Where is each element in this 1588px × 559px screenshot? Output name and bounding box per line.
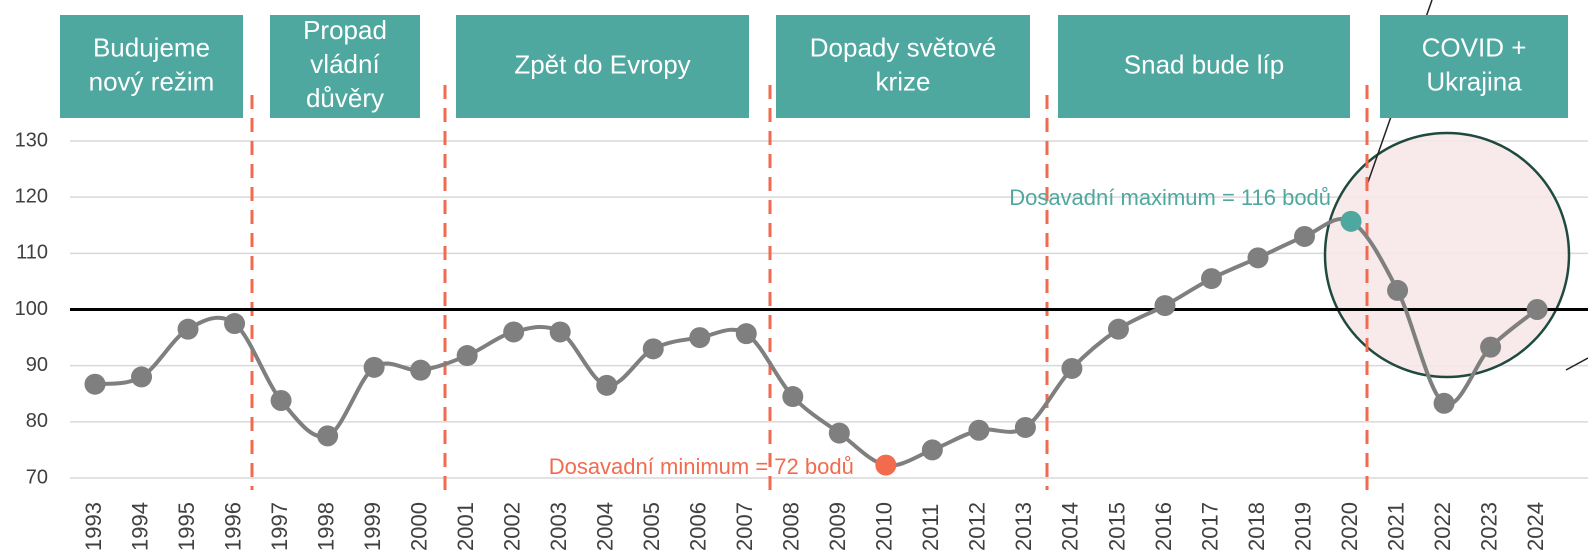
y-tick-label: 70 bbox=[26, 466, 48, 488]
period-label: krize bbox=[876, 66, 931, 96]
x-tick-label: 2020 bbox=[1337, 502, 1362, 551]
y-tick-label: 80 bbox=[26, 410, 48, 432]
period-box bbox=[1058, 15, 1350, 118]
point bbox=[642, 338, 664, 360]
x-tick-label: 2007 bbox=[732, 502, 757, 551]
x-tick-label: 2019 bbox=[1290, 502, 1315, 551]
point bbox=[1294, 225, 1316, 247]
point bbox=[1247, 247, 1269, 269]
x-tick-label: 2003 bbox=[546, 502, 571, 551]
x-tick-label: 2004 bbox=[593, 502, 618, 551]
point bbox=[1014, 416, 1036, 438]
max-annotation: Dosavadní maximum = 116 bodů bbox=[1009, 185, 1331, 210]
point bbox=[596, 374, 618, 396]
y-tick-label: 110 bbox=[16, 242, 48, 264]
x-tick-label: 1994 bbox=[127, 502, 152, 551]
point bbox=[782, 386, 804, 408]
y-tick-label: 130 bbox=[15, 129, 48, 151]
x-tick-label: 2023 bbox=[1476, 502, 1501, 551]
point bbox=[828, 422, 850, 444]
point bbox=[84, 373, 106, 395]
x-tick-label: 1995 bbox=[174, 502, 199, 551]
period-box bbox=[456, 15, 749, 118]
zoom-connector bbox=[1565, 357, 1588, 371]
x-tick-label: 2024 bbox=[1523, 502, 1548, 551]
period-label: Budujeme bbox=[93, 32, 210, 62]
point bbox=[1387, 279, 1409, 301]
point bbox=[968, 419, 990, 441]
period-label: Zpět do Evropy bbox=[514, 49, 690, 79]
period-label: Propad bbox=[303, 15, 387, 45]
x-tick-label: 1999 bbox=[360, 502, 385, 551]
point bbox=[317, 425, 339, 447]
point bbox=[363, 356, 385, 378]
x-tick-label: 2010 bbox=[872, 502, 897, 551]
point bbox=[1480, 336, 1502, 358]
period-label: Dopady světové bbox=[810, 32, 996, 62]
period-label: vládní bbox=[310, 49, 380, 79]
y-tick-label: 90 bbox=[26, 354, 48, 376]
x-tick-label: 2001 bbox=[453, 502, 478, 551]
y-tick-label: 100 bbox=[15, 298, 48, 320]
point bbox=[1200, 268, 1222, 290]
x-tick-label: 2014 bbox=[1058, 502, 1083, 551]
period-label: důvěry bbox=[306, 83, 384, 113]
period-label: Ukrajina bbox=[1426, 66, 1522, 96]
point bbox=[1433, 392, 1455, 414]
period-box bbox=[60, 15, 243, 118]
x-tick-label: 2000 bbox=[406, 502, 431, 551]
point bbox=[735, 323, 757, 345]
point bbox=[1061, 357, 1083, 379]
x-tick-label: 2012 bbox=[965, 502, 990, 551]
x-tick-label: 1993 bbox=[81, 502, 106, 551]
point bbox=[921, 439, 943, 461]
line bbox=[94, 217, 1539, 468]
x-tick-label: 2015 bbox=[1104, 502, 1129, 551]
period-dividers bbox=[250, 85, 1369, 490]
point bbox=[1526, 299, 1548, 320]
zoom-circle bbox=[1323, 131, 1571, 379]
x-tick-label: 2017 bbox=[1197, 502, 1222, 551]
point bbox=[503, 321, 525, 343]
point bbox=[1107, 318, 1129, 340]
x-tick-label: 2013 bbox=[1011, 502, 1036, 551]
point bbox=[456, 345, 478, 367]
x-tick-label: 2005 bbox=[639, 502, 664, 551]
x-tick-label: 1996 bbox=[220, 502, 245, 551]
x-tick-label: 2016 bbox=[1151, 502, 1176, 551]
point bbox=[549, 321, 571, 343]
period-label: nový režim bbox=[89, 66, 215, 96]
x-tick-label: 1997 bbox=[267, 502, 292, 551]
x-tick-label: 2011 bbox=[918, 504, 943, 551]
x-tick-label: 2008 bbox=[779, 502, 804, 551]
point bbox=[1154, 295, 1176, 317]
x-tick-label: 2006 bbox=[686, 502, 711, 551]
period-box bbox=[1380, 15, 1568, 118]
point bbox=[270, 389, 292, 411]
period-label: COVID + bbox=[1422, 32, 1527, 62]
x-tick-label: 2009 bbox=[825, 502, 850, 551]
x-tick-label: 2018 bbox=[1244, 502, 1269, 551]
point bbox=[224, 313, 246, 335]
x-tick-label: 2022 bbox=[1430, 502, 1455, 551]
period-label: Snad bude líp bbox=[1124, 49, 1284, 79]
x-tick-label: 2021 bbox=[1383, 502, 1408, 551]
period-box bbox=[270, 15, 420, 118]
x-tick-label: 1998 bbox=[313, 502, 338, 551]
x-tick-label: 2002 bbox=[499, 502, 524, 551]
period-box bbox=[776, 15, 1030, 118]
point bbox=[1340, 210, 1362, 232]
point bbox=[177, 318, 199, 340]
y-tick-label: 120 bbox=[15, 185, 48, 207]
point bbox=[410, 359, 432, 381]
point bbox=[875, 454, 897, 476]
min-annotation: Dosavadní minimum = 72 bodů bbox=[549, 454, 854, 479]
point bbox=[689, 327, 711, 349]
point bbox=[131, 366, 153, 388]
